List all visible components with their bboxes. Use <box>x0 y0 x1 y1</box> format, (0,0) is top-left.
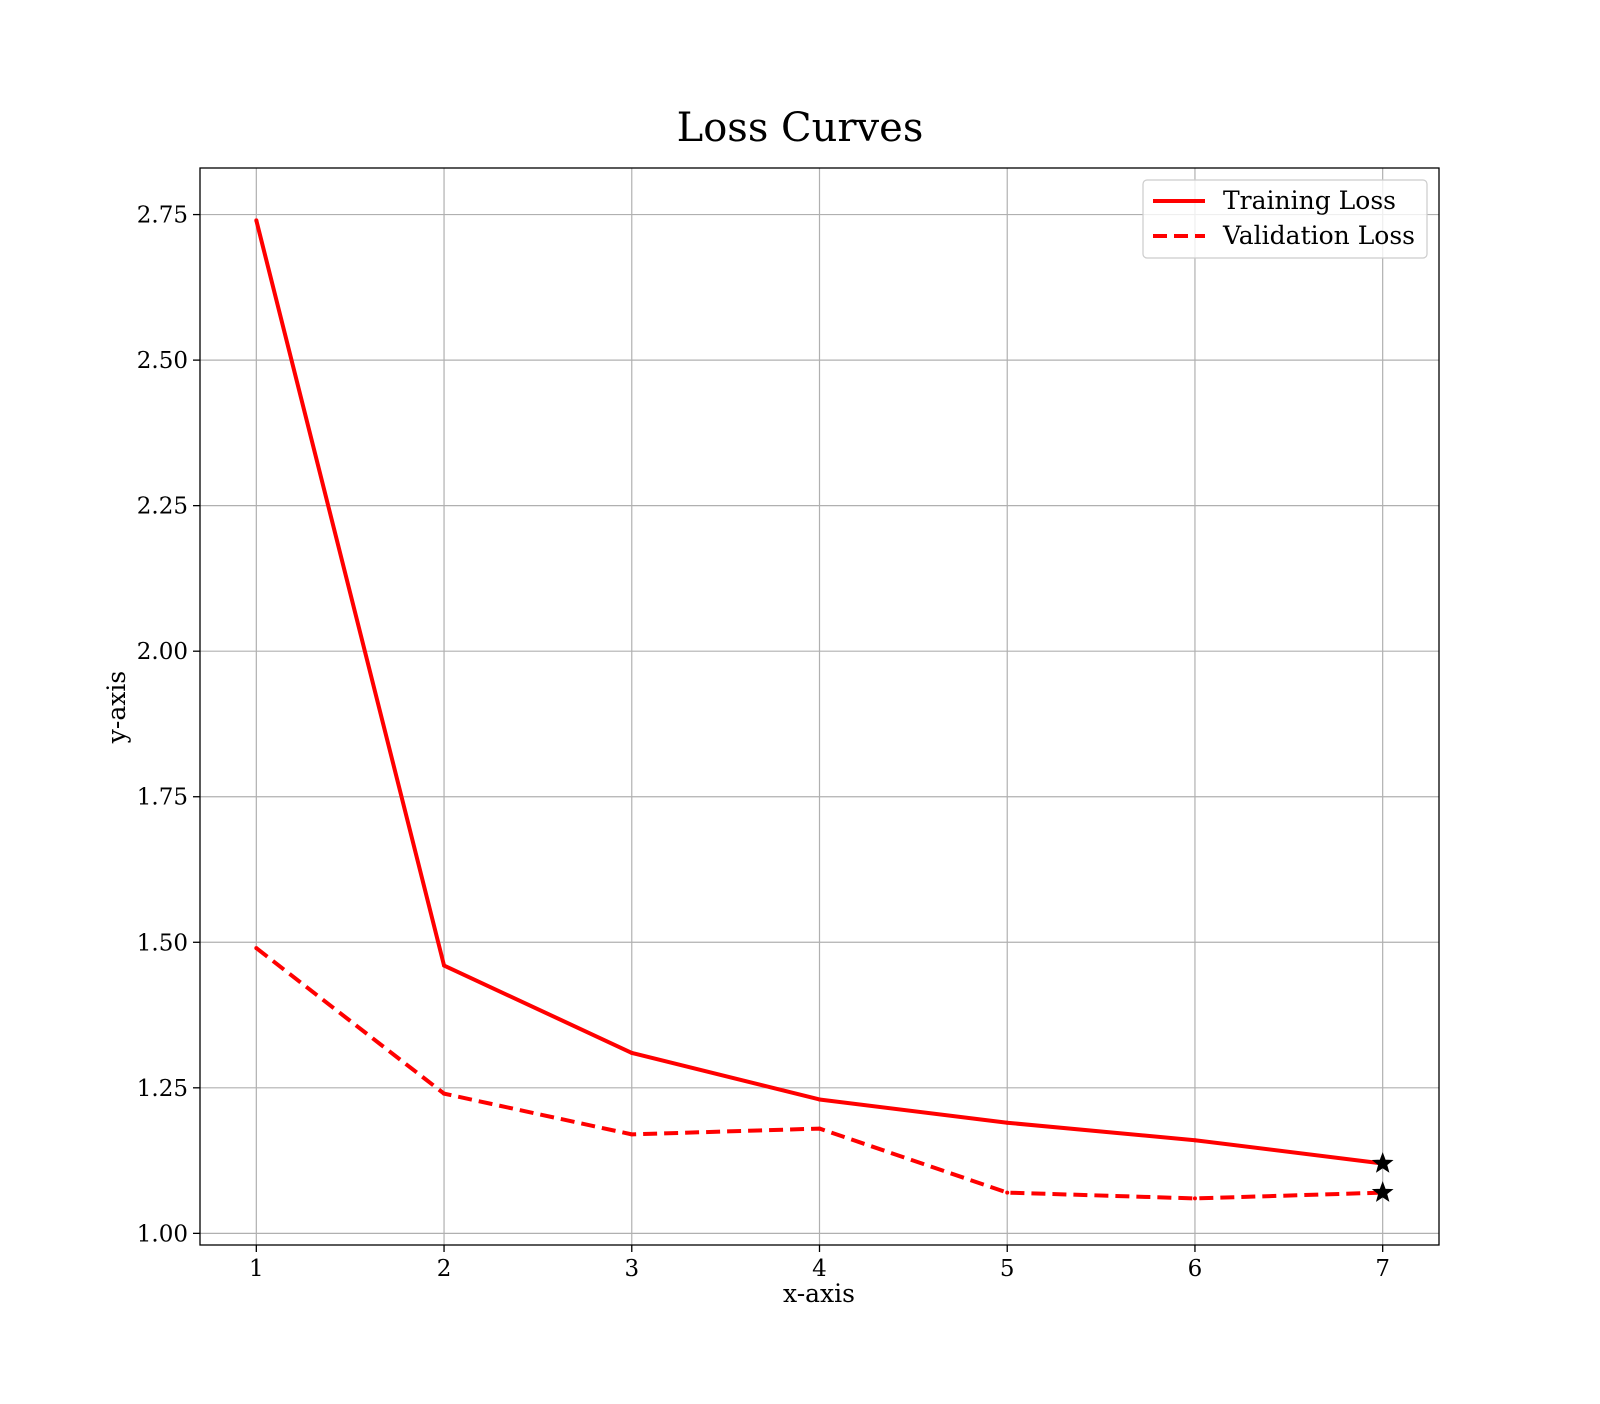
y-tick-label: 2.75 <box>137 203 188 229</box>
validation-loss-point <box>1005 1190 1010 1195</box>
x-axis-label: x-axis <box>783 1279 855 1308</box>
y-tick-label: 2.25 <box>137 494 188 520</box>
x-tick-label: 1 <box>249 1256 264 1282</box>
legend-box <box>1142 179 1428 259</box>
training-loss-point <box>442 963 447 968</box>
x-tick-label: 5 <box>1000 1256 1015 1282</box>
x-tick-label: 3 <box>624 1256 639 1282</box>
validation-loss-point <box>254 946 259 951</box>
chart-title: Loss Curves <box>677 105 924 151</box>
training-loss-point <box>817 1097 822 1102</box>
training-loss-point <box>254 218 259 223</box>
legend-label-validation-loss: Validation Loss <box>1222 221 1415 250</box>
validation-loss-star-marker <box>1371 1181 1394 1202</box>
training-loss-point <box>1005 1120 1010 1125</box>
y-tick-label: 2.00 <box>137 639 188 665</box>
x-tick-label: 4 <box>812 1256 827 1282</box>
validation-loss-point <box>442 1091 447 1096</box>
grid <box>200 168 1439 1245</box>
x-tick-label: 6 <box>1188 1256 1203 1282</box>
y-tick-label: 1.75 <box>137 785 188 811</box>
legend: Training Loss Validation Loss <box>1142 179 1428 259</box>
validation-loss-point <box>817 1126 822 1131</box>
training-loss-point <box>629 1050 634 1055</box>
ticks: 1 2 3 4 5 6 7 1.00 1.25 1.50 1.75 2.00 2.25 2.50 2.75 <box>137 203 1390 1282</box>
y-tick-label: 2.50 <box>137 348 188 374</box>
x-tick-label: 2 <box>437 1256 452 1282</box>
y-tick-label: 1.25 <box>137 1076 188 1102</box>
y-tick-label: 1.00 <box>137 1221 188 1247</box>
y-axis-label: y-axis <box>102 671 131 744</box>
training-loss-point <box>1192 1138 1197 1143</box>
validation-loss-point <box>1192 1196 1197 1201</box>
y-tick-label: 1.50 <box>137 930 188 956</box>
training-loss-star-marker <box>1371 1152 1394 1173</box>
x-tick-label: 7 <box>1375 1256 1390 1282</box>
series-layer <box>254 218 1394 1202</box>
validation-loss-point <box>629 1132 634 1137</box>
legend-label-training-loss: Training Loss <box>1223 186 1396 215</box>
